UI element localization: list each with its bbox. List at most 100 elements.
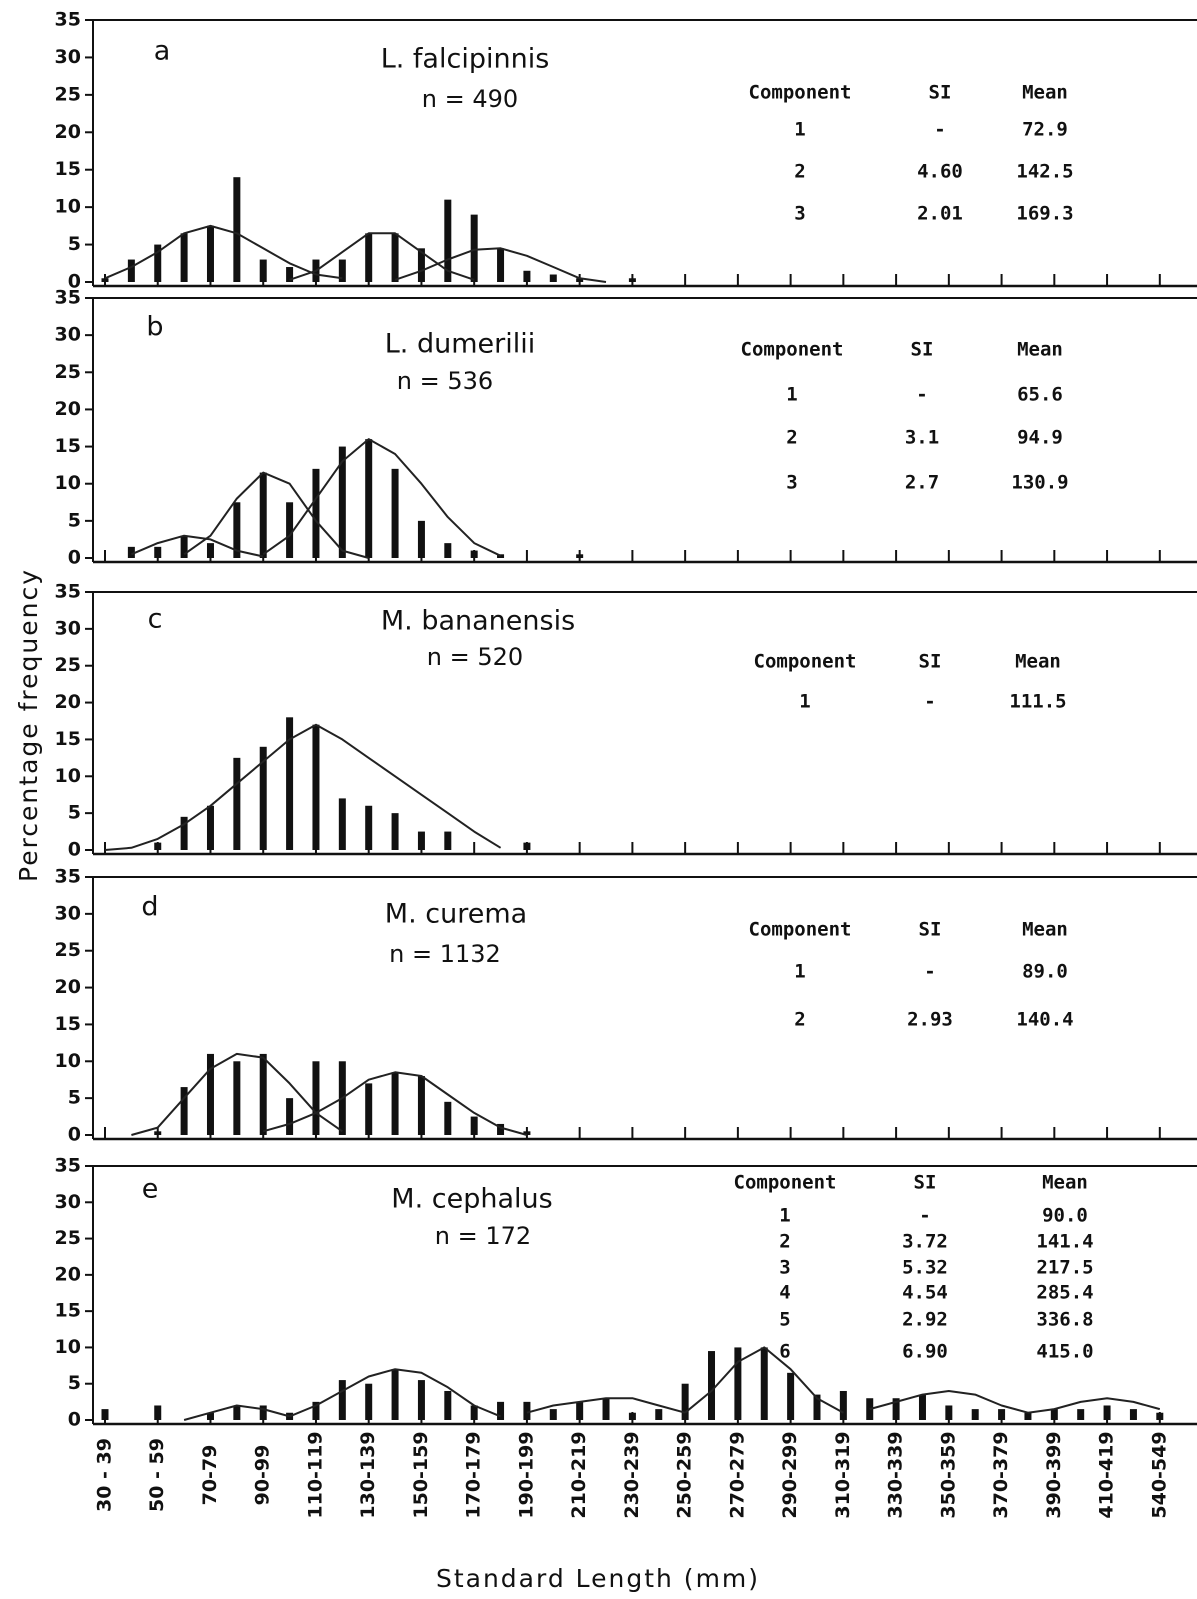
bar	[576, 278, 584, 282]
y-tick-label: 20	[55, 976, 81, 998]
table-cell: 140.4	[1016, 1009, 1073, 1031]
bar	[365, 439, 373, 558]
table-cell: 2.92	[902, 1309, 948, 1331]
table-header: SI	[914, 1172, 937, 1194]
bar	[206, 805, 214, 850]
table-header: SI	[911, 339, 934, 361]
y-tick-label: 15	[55, 1300, 81, 1322]
bar	[470, 550, 478, 558]
bar	[391, 1369, 399, 1420]
y-tick-label: 0	[68, 547, 81, 569]
fitted-curve	[183, 1404, 290, 1421]
table-cell: 1	[779, 1205, 790, 1227]
bar	[549, 1409, 557, 1420]
bar	[1103, 1405, 1111, 1420]
y-tick-label: 35	[55, 581, 81, 603]
panel-letter: b	[146, 312, 163, 343]
bar	[312, 468, 320, 558]
bar	[945, 1405, 953, 1420]
y-tick-label: 5	[68, 233, 81, 255]
x-tick-label: 150-159	[410, 1431, 432, 1518]
y-tick-label: 10	[55, 1050, 81, 1072]
bar	[497, 1401, 505, 1420]
bar	[417, 248, 425, 282]
table-cell: 169.3	[1016, 203, 1073, 225]
bar	[206, 543, 214, 558]
table-header: Mean	[1042, 1172, 1088, 1194]
table-cell: 2.01	[917, 203, 963, 225]
x-tick-label: 410-419	[1096, 1431, 1118, 1518]
bar	[206, 1053, 214, 1135]
y-tick-label: 30	[55, 46, 81, 68]
table-cell: 6	[779, 1341, 790, 1363]
table-header: Mean	[1015, 651, 1061, 673]
table-cell: -	[924, 691, 935, 713]
table-cell: 90.0	[1042, 1205, 1088, 1227]
table-cell: 65.6	[1017, 384, 1063, 406]
table-cell: 2.7	[905, 472, 939, 494]
table-cell: 3	[786, 472, 797, 494]
table-cell: 415.0	[1036, 1341, 1093, 1363]
fitted-curve	[289, 232, 475, 281]
bar	[576, 554, 584, 558]
bar	[892, 1398, 900, 1420]
bar	[286, 267, 294, 282]
x-tick-label: 370-379	[990, 1431, 1012, 1518]
bar	[365, 233, 373, 282]
y-tick-label: 15	[55, 1013, 81, 1035]
table-header: Component	[749, 919, 852, 941]
bar	[681, 1383, 689, 1420]
fitted-curve	[869, 1390, 1029, 1414]
bar	[154, 1405, 162, 1420]
table-cell: 2.93	[907, 1009, 953, 1031]
x-tick-label: 250-259	[674, 1431, 696, 1518]
bar	[259, 1405, 267, 1420]
bar	[444, 1390, 452, 1420]
y-tick-label: 15	[55, 728, 81, 750]
y-tick-label: 25	[55, 939, 81, 961]
bar	[549, 274, 557, 282]
bar	[127, 259, 135, 282]
bar	[312, 724, 320, 850]
x-axis-label: Standard Length (mm)	[436, 1564, 760, 1593]
bar	[312, 1061, 320, 1135]
bar	[154, 1131, 162, 1135]
table-cell: -	[919, 1205, 930, 1227]
chart-subtitle: n = 490	[422, 85, 518, 113]
table-cell: 111.5	[1009, 691, 1066, 713]
table-cell: -	[934, 119, 945, 141]
bar	[259, 472, 267, 558]
bar	[233, 1405, 241, 1420]
y-tick-label: 0	[68, 1124, 81, 1146]
bar	[259, 746, 267, 850]
bar	[497, 1123, 505, 1135]
table-cell: 1	[794, 119, 805, 141]
table-cell: 1	[799, 691, 810, 713]
bar	[312, 1401, 320, 1420]
x-tick-label: 350-359	[937, 1431, 959, 1518]
fitted-curve	[394, 247, 607, 283]
bar	[787, 1372, 795, 1420]
table-cell: 285.4	[1036, 1282, 1093, 1304]
bar	[497, 554, 505, 558]
bar	[233, 1061, 241, 1135]
chart-title: L. falcipinnis	[381, 44, 550, 75]
bar	[286, 502, 294, 558]
fitted-curve	[131, 534, 264, 558]
y-tick-label: 35	[55, 9, 81, 31]
bar	[470, 1405, 478, 1420]
y-tick-label: 5	[68, 509, 81, 531]
bar	[470, 1116, 478, 1135]
table-cell: 3.72	[902, 1231, 948, 1253]
bar	[444, 199, 452, 282]
x-tick-label: 270-279	[726, 1431, 748, 1518]
y-tick-label: 15	[55, 435, 81, 457]
y-tick-label: 20	[55, 1263, 81, 1285]
table-cell: 89.0	[1022, 961, 1068, 983]
bar	[523, 842, 531, 850]
fitted-curve	[183, 471, 369, 559]
bar	[206, 1412, 214, 1420]
x-tick-label: 110-119	[304, 1431, 326, 1518]
